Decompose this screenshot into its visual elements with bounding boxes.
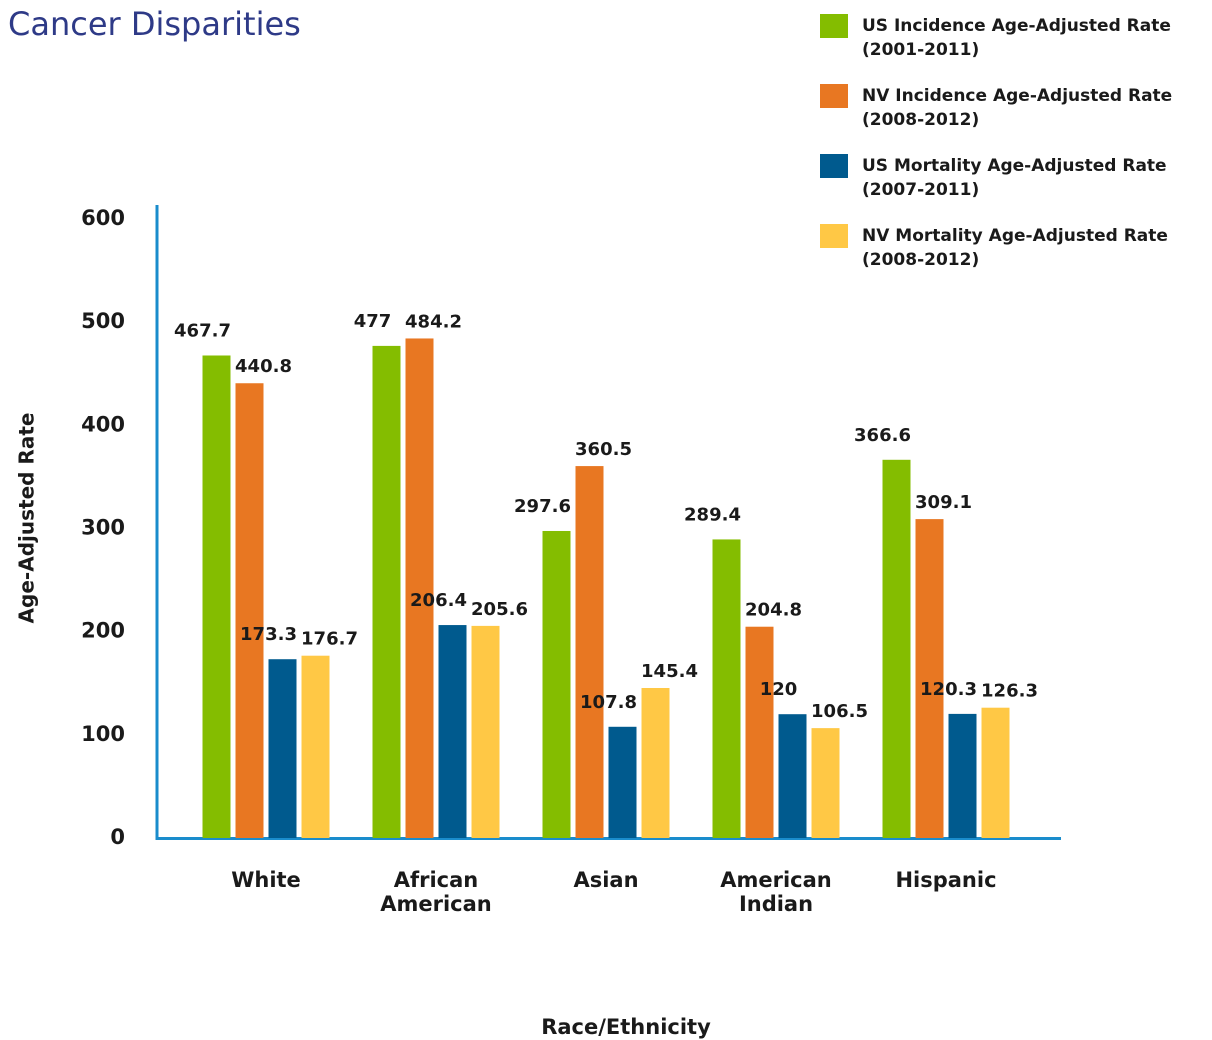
bar [882,459,911,838]
value-label: 176.7 [301,629,358,650]
legend-swatch [820,84,848,108]
value-label: 440.8 [235,356,292,377]
bar [372,345,401,838]
bar [811,728,840,838]
legend-swatch [820,154,848,178]
value-label: 120 [760,679,798,700]
legend-label: NV Incidence Age-Adjusted Rate (2008-201… [862,86,1173,130]
value-label: 467.7 [174,320,231,341]
x-tick-label: American Indian [720,868,832,916]
bar [301,655,330,838]
x-tick-label: White [231,868,301,892]
y-tick-label: 0 [110,825,125,849]
value-label: 206.4 [410,590,467,611]
bar [948,713,977,838]
bar [542,530,571,838]
legend-swatch [820,224,848,248]
y-tick-label: 400 [81,412,125,436]
legend-label: US Mortality Age-Adjusted Rate (2007-201… [862,156,1167,200]
legend-label: US Incidence Age-Adjusted Rate (2001-201… [862,16,1171,60]
value-label: 106.5 [811,701,868,722]
bar [202,355,231,838]
value-label: 309.1 [915,492,972,513]
value-label: 173.3 [240,624,297,645]
x-axis-label: Race/Ethnicity [541,1015,711,1039]
value-label: 205.6 [471,599,528,620]
bar [438,625,467,838]
legend-item: NV Mortality Age-Adjusted Rate (2008-201… [820,224,1210,272]
bar [641,687,670,838]
bar [745,626,774,838]
legend-item: NV Incidence Age-Adjusted Rate (2008-201… [820,84,1210,132]
bar [608,726,637,838]
value-label: 477 [354,311,392,332]
value-label: 484.2 [405,311,462,332]
legend-label: NV Mortality Age-Adjusted Rate (2008-201… [862,226,1168,270]
value-label: 145.4 [641,661,698,682]
bar [712,539,741,838]
y-tick-label: 300 [81,516,125,540]
legend-item: US Incidence Age-Adjusted Rate (2001-201… [820,14,1210,62]
chart-title: Cancer Disparities [8,5,301,43]
bar [915,519,944,838]
y-axis-label: Age-Adjusted Rate [15,413,39,624]
y-tick-label: 200 [81,619,125,643]
x-tick-label: Asian [573,868,639,892]
value-label: 289.4 [684,504,741,525]
y-tick-label: 600 [81,206,125,230]
bar [268,659,297,838]
bar [778,714,807,838]
bar [981,707,1010,838]
value-label: 204.8 [745,600,802,621]
value-label: 366.6 [854,425,911,446]
value-label: 120.3 [920,679,977,700]
legend-item: US Mortality Age-Adjusted Rate (2007-201… [820,154,1210,202]
bar [575,466,604,838]
bar [405,338,434,838]
bar [471,625,500,838]
x-tick-label: Hispanic [895,868,997,892]
bar [235,383,264,838]
value-label: 360.5 [575,439,632,460]
y-tick-label: 100 [81,722,125,746]
y-tick-label: 500 [81,309,125,333]
legend-swatch [820,14,848,38]
value-label: 297.6 [514,496,571,517]
value-label: 107.8 [580,692,637,713]
x-tick-label: African American [380,868,492,916]
value-label: 126.3 [981,681,1038,702]
